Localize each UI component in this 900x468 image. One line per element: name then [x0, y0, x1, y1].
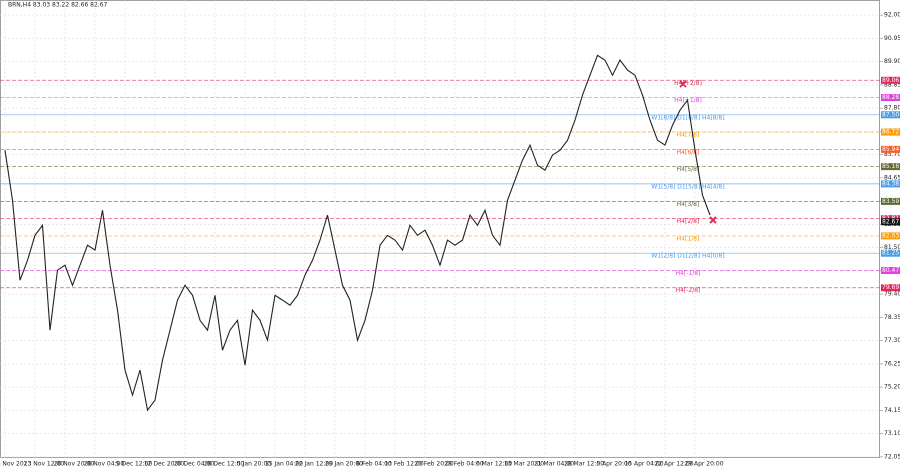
y-tick-label: 78.35 [884, 314, 900, 321]
y-tick-label: 75.20 [884, 384, 900, 391]
x-tick-label: 15 Apr 04:00 [624, 461, 663, 468]
y-tick-label: 87.80 [884, 105, 900, 112]
level-name: H4[-2/8] [676, 287, 701, 294]
level-price-box [881, 128, 900, 136]
current-price-label: 82.67 [882, 218, 899, 225]
x-tick-label: 20 Feb 20:00 [414, 461, 454, 468]
x-tick-label: 28 Nov 04:00 [84, 461, 125, 468]
y-tick-label: 79.40 [884, 291, 900, 298]
level-name: H4[5/8] [677, 166, 700, 173]
level-price-label: 87.50 [882, 111, 899, 118]
level-name: H4[1/8] [677, 235, 700, 242]
level-price-label: 88.28 [882, 94, 899, 101]
x-tick-label: 22 Apr 12:00 [654, 461, 693, 468]
y-tick-label: 85.70 [884, 151, 900, 158]
level-price-label: 89.06 [882, 77, 899, 84]
y-tick-label: 92.00 [884, 12, 900, 19]
x-tick-label: 20 Dec 04:00 [174, 461, 215, 468]
plot-frame [0, 0, 880, 458]
level-name: H4[2/8] [677, 218, 700, 225]
x-tick-label: 21 Mar 04:00 [534, 461, 574, 468]
markers [679, 80, 717, 224]
level-price-box [881, 163, 900, 171]
x-tick-label: 6 Mar 12:00 [476, 461, 512, 468]
level-name: H4[3/8] [677, 201, 700, 208]
y-tick-label: 88.85 [884, 81, 900, 88]
level-price-box [881, 180, 900, 188]
current-price-box [881, 218, 900, 226]
chart-title: BRN,H4 83.03 83.22 82.66 82.67 [8, 2, 108, 9]
x-tick-label: 6 Feb 04:00 [356, 461, 392, 468]
level-name: W1[5/8] D1[5/8] H4[4/8] [651, 183, 724, 190]
level-price-label: 85.94 [882, 146, 899, 153]
x-tick-label: 13 Feb 12:00 [384, 461, 424, 468]
x-tick-label: 13 Mar 20:00 [504, 461, 544, 468]
y-tick-label: 76.25 [884, 360, 900, 367]
level-price-box [881, 284, 900, 292]
x-tick-label: 5 Jan 20:00 [237, 461, 271, 468]
price-line [4, 54, 711, 412]
x-tick-label: 22 Jan 12:00 [295, 461, 333, 468]
x-tick-label: 20 Nov 20:00 [54, 461, 95, 468]
y-tick-label: 90.95 [884, 35, 900, 42]
y-tick-label: 74.15 [884, 407, 900, 414]
level-name: W1[8/8] D1[8/8] H4[8/8] [651, 114, 724, 121]
level-price-label: 82.03 [882, 232, 899, 239]
level-price-box [881, 249, 900, 257]
marker [709, 216, 717, 224]
level-price-label: 85.16 [882, 163, 899, 170]
level-price-box [881, 76, 900, 84]
x-tick-label: 15 Jan 04:00 [265, 461, 303, 468]
grid [0, 0, 880, 458]
x-tick-label: 6 Nov 2023 [0, 461, 31, 468]
y-tick-label: 81.50 [884, 244, 900, 251]
marker [679, 80, 687, 88]
level-name: H4[+2/8] [674, 80, 702, 87]
x-tick-label: 12 Dec 20:00 [144, 461, 185, 468]
x-tick-label: 28 Dec 12:00 [204, 461, 245, 468]
x-tick-label: 29 Jan 20:00 [325, 461, 363, 468]
level-price-box [881, 145, 900, 153]
level-name: H4[-1/8] [676, 270, 701, 277]
y-tick-label: 73.10 [884, 430, 900, 437]
level-price-label: 86.72 [882, 129, 899, 136]
level-name: H4[7/8] [677, 132, 700, 139]
y-tick-label: 84.65 [884, 174, 900, 181]
level-price-label: 83.59 [882, 198, 899, 205]
level-name: W1[2/8] D1[2/8] H4[0/8] [651, 253, 724, 260]
level-price-label: 84.38 [882, 180, 899, 187]
level-price-box [881, 266, 900, 274]
level-price-box [881, 232, 900, 240]
x-tick-label: 28 Mar 12:00 [564, 461, 604, 468]
level-price-box [881, 197, 900, 205]
x-tick-label: 13 Nov 12:00 [24, 461, 65, 468]
x-tick-label: 29 Apr 20:00 [684, 461, 723, 468]
x-tick-label: 5 Dec 12:00 [116, 461, 153, 468]
level-price-label: 80.47 [882, 267, 899, 274]
x-tick-label: 5 Apr 20:00 [596, 461, 631, 468]
x-tick-label: 28 Feb 04:00 [444, 461, 484, 468]
level-price-label: 79.69 [882, 284, 899, 291]
level-price-box [881, 94, 900, 102]
level-price-box [881, 111, 900, 119]
y-tick-label: 77.30 [884, 337, 900, 344]
level-price-label: 81.25 [882, 250, 899, 257]
level-name: H4[6/8] [677, 149, 700, 156]
y-tick-label: 72.05 [884, 453, 900, 460]
y-tick-label: 89.90 [884, 58, 900, 65]
